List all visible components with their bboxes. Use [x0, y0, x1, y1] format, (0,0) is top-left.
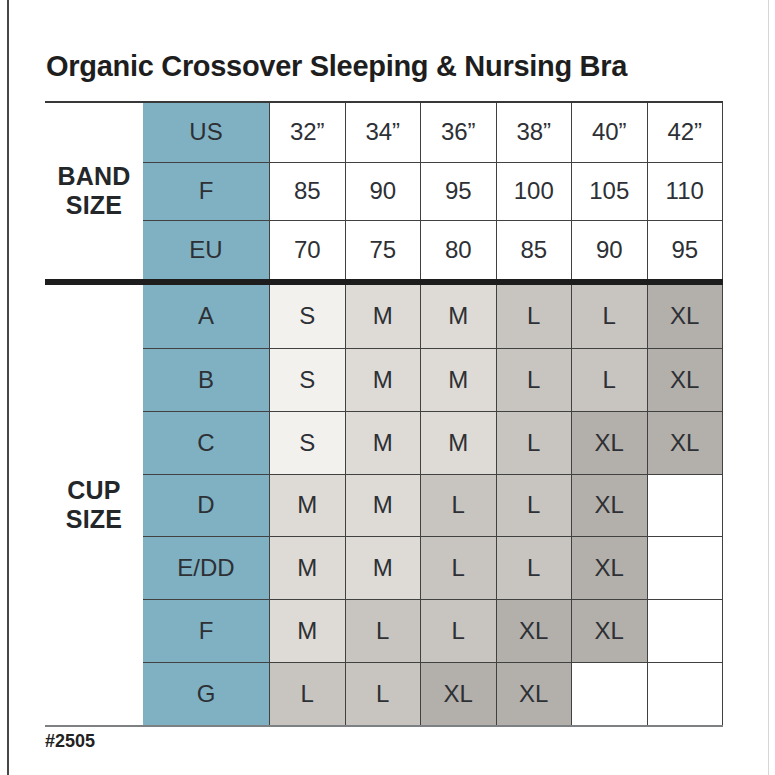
size-chart-table: BAND SIZE US 32” 34” 36” 38” 40” 42” F 8… [45, 101, 723, 727]
cup-size-cell: XL [572, 536, 648, 599]
cup-row-key-c: C [143, 411, 270, 474]
cup-size-cell: S [270, 348, 346, 411]
band-value-cell: 70 [270, 220, 346, 279]
cup-row-key-g: G [143, 662, 270, 725]
cup-size-cell: M [421, 348, 497, 411]
cup-row-key-a: A [143, 285, 270, 348]
cup-row-key-f: F [143, 599, 270, 662]
band-size-section: BAND SIZE US 32” 34” 36” 38” 40” 42” F 8… [45, 101, 723, 279]
cup-size-cell: L [572, 285, 648, 348]
band-value-cell: 36” [421, 103, 497, 162]
cup-size-cell: XL [497, 599, 573, 662]
cup-size-cell [648, 474, 724, 537]
cup-size-cell: L [572, 348, 648, 411]
cup-size-cell: XL [572, 474, 648, 537]
cup-size-cell: M [270, 536, 346, 599]
cup-size-cell: XL [421, 662, 497, 725]
band-size-label: BAND SIZE [45, 103, 143, 279]
cup-size-cell: M [421, 411, 497, 474]
cup-size-label: CUP SIZE [45, 285, 143, 725]
band-row-key-f: F [143, 162, 270, 221]
cup-size-cell: M [270, 474, 346, 537]
band-size-label-line2: SIZE [66, 191, 122, 220]
cup-size-cell: L [497, 536, 573, 599]
cup-size-cell: XL [648, 285, 724, 348]
cup-size-cell [572, 662, 648, 725]
band-value-cell: 95 [421, 162, 497, 221]
cup-size-cell: M [346, 411, 422, 474]
band-value-cell: 100 [497, 162, 573, 221]
cup-size-cell: M [346, 285, 422, 348]
cup-size-cell: M [346, 536, 422, 599]
band-value-cell: 34” [346, 103, 422, 162]
cup-size-cell: L [421, 599, 497, 662]
cup-size-label-line1: CUP [67, 476, 120, 505]
cup-size-cell [648, 536, 724, 599]
band-value-cell: 85 [497, 220, 573, 279]
band-value-cell: 90 [346, 162, 422, 221]
band-value-cell: 80 [421, 220, 497, 279]
cup-size-cell [648, 599, 724, 662]
cup-size-cell: XL [648, 411, 724, 474]
cup-size-cell: L [421, 536, 497, 599]
band-value-cell: 110 [648, 162, 724, 221]
cup-size-cell: L [346, 599, 422, 662]
cup-size-cell: XL [497, 662, 573, 725]
style-number: #2505 [45, 731, 95, 752]
band-value-cell: 32” [270, 103, 346, 162]
band-row-key-us: US [143, 103, 270, 162]
band-size-label-line1: BAND [57, 162, 130, 191]
cup-size-cell: L [270, 662, 346, 725]
cup-size-cell: M [270, 599, 346, 662]
band-value-cell: 90 [572, 220, 648, 279]
cup-size-cell: L [497, 285, 573, 348]
page-left-edge-line [7, 0, 9, 775]
cup-size-cell: M [346, 474, 422, 537]
cup-size-cell: L [497, 348, 573, 411]
cup-size-cell: L [346, 662, 422, 725]
cup-size-cell: S [270, 411, 346, 474]
page-right-edge-line [768, 0, 769, 775]
cup-size-cell: XL [572, 411, 648, 474]
table-bottom-line [45, 725, 723, 727]
cup-row-key-d: D [143, 474, 270, 537]
cup-size-label-line2: SIZE [66, 505, 122, 534]
cup-size-cell: XL [648, 348, 724, 411]
cup-size-cell: M [421, 285, 497, 348]
band-value-cell: 40” [572, 103, 648, 162]
cup-size-cell: L [497, 474, 573, 537]
cup-size-cell: M [346, 348, 422, 411]
cup-size-cell: S [270, 285, 346, 348]
band-value-cell: 95 [648, 220, 724, 279]
cup-size-section: CUP SIZE A S M M L L XL B S M M L L XL C… [45, 285, 723, 725]
cup-size-cell: L [421, 474, 497, 537]
cup-size-cell: L [497, 411, 573, 474]
cup-row-key-b: B [143, 348, 270, 411]
band-value-cell: 105 [572, 162, 648, 221]
band-value-cell: 85 [270, 162, 346, 221]
band-row-key-eu: EU [143, 220, 270, 279]
band-value-cell: 42” [648, 103, 724, 162]
band-value-cell: 75 [346, 220, 422, 279]
cup-row-key-edd: E/DD [143, 536, 270, 599]
cup-size-cell [648, 662, 724, 725]
page-title: Organic Crossover Sleeping & Nursing Bra [46, 50, 746, 83]
band-value-cell: 38” [497, 103, 573, 162]
cup-size-cell: XL [572, 599, 648, 662]
